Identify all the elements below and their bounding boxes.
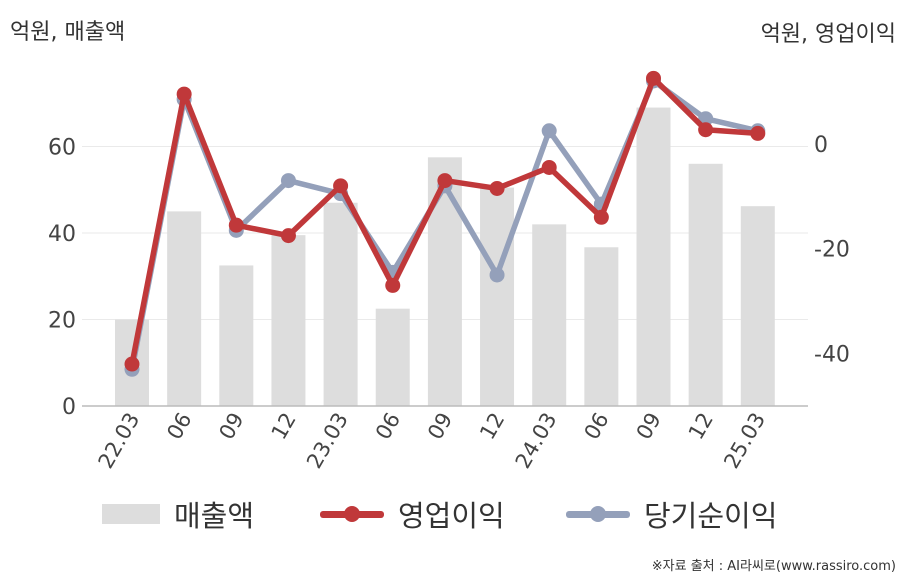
- bar: [271, 235, 306, 406]
- x-tick-label: 06: [580, 409, 614, 444]
- x-tick-label: 12: [267, 409, 301, 444]
- bar: [584, 247, 619, 406]
- x-tick-label: 25.03: [719, 409, 770, 473]
- legend-item-net-income: 당기순이익: [566, 492, 777, 536]
- right-tick-label: -20: [814, 238, 850, 263]
- data-point: [280, 173, 296, 189]
- legend-label-operating-profit: 영업이익: [398, 499, 505, 533]
- data-point: [124, 356, 140, 372]
- left-tick-label: 60: [48, 136, 76, 161]
- bar: [688, 163, 723, 406]
- bar: [740, 206, 775, 406]
- left-tick-label: 40: [48, 222, 76, 247]
- x-tick-label: 09: [632, 409, 666, 444]
- data-point: [646, 70, 661, 86]
- x-tick-label: 12: [475, 409, 509, 444]
- right-axis-ticks: 0 -20 -40: [814, 133, 850, 368]
- source-note: ※자료 출처 : AI라씨로(www.rassiro.com): [651, 559, 896, 574]
- legend-item-revenue: 매출액: [102, 492, 254, 536]
- lines: [124, 70, 766, 377]
- left-tick-label: 20: [48, 309, 76, 334]
- x-tick-label: 22.03: [93, 409, 144, 473]
- legend: 매출액 영업이익 당기순이익: [0, 492, 908, 536]
- legend-swatch-operating-profit: [320, 504, 384, 524]
- data-point: [541, 123, 557, 139]
- legend-item-operating-profit: 영업이익: [320, 492, 505, 536]
- bar: [427, 157, 462, 406]
- left-axis-unit: 억원, 매출액: [10, 20, 126, 45]
- data-point: [489, 267, 505, 283]
- legend-swatch-net-income: [566, 504, 630, 524]
- right-tick-label: -40: [814, 343, 850, 368]
- legend-label-net-income: 당기순이익: [644, 499, 778, 533]
- data-point: [333, 178, 349, 194]
- data-point: [437, 173, 453, 189]
- data-point: [541, 159, 557, 175]
- right-tick-label: 0: [814, 133, 828, 158]
- x-tick-label: 06: [162, 409, 196, 444]
- data-point: [698, 122, 714, 138]
- legend-label-revenue: 매출액: [174, 499, 255, 533]
- bars: [115, 107, 775, 406]
- left-tick-label: 0: [62, 395, 76, 420]
- x-tick-label: 12: [684, 409, 718, 444]
- x-tick-label: 09: [423, 409, 457, 444]
- x-tick-label: 23.03: [302, 409, 353, 473]
- bar: [323, 202, 358, 406]
- data-point: [385, 277, 401, 293]
- x-tick-label: 24.03: [511, 409, 562, 473]
- bar: [532, 224, 567, 406]
- legend-swatch-revenue: [102, 504, 160, 524]
- data-point: [280, 228, 296, 244]
- x-tick-label: 06: [371, 409, 405, 444]
- data-point: [750, 125, 766, 141]
- right-axis-unit: 억원, 영업이익: [760, 22, 896, 47]
- bar: [636, 107, 671, 406]
- data-point: [176, 86, 192, 102]
- data-point: [489, 180, 505, 196]
- x-axis-ticks: 22.03 06 09 12 23.03 06 09 12 24.03 06 09 12 25.03: [93, 409, 770, 473]
- bar: [219, 265, 254, 406]
- bar: [167, 211, 202, 406]
- x-tick-label: 09: [214, 409, 248, 444]
- bar: [480, 187, 515, 406]
- data-point: [228, 217, 244, 233]
- left-axis-ticks: 0 20 40 60: [48, 136, 76, 421]
- bar: [375, 308, 410, 406]
- data-point: [593, 209, 609, 225]
